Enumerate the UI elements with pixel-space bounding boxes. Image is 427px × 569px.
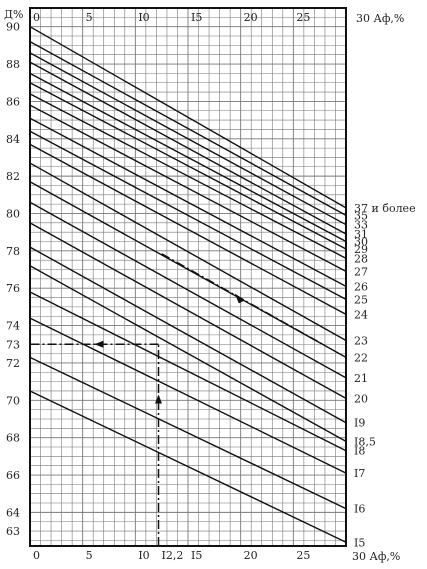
- series-line: [29, 52, 347, 226]
- series-label: 37 и более: [354, 202, 416, 215]
- example-route: [30, 253, 326, 546]
- series-line: [29, 222, 347, 400]
- y-tick-label: 84: [6, 133, 20, 146]
- series-lines: [29, 26, 347, 543]
- y-tick-label: 70: [6, 394, 20, 407]
- y-tick-label: 86: [6, 95, 20, 108]
- series-line: [29, 61, 347, 235]
- x-axis-label-top: 30 Аф,%: [356, 12, 404, 25]
- y-tick-label: 90: [6, 21, 20, 34]
- y-tick-label: 64: [6, 506, 20, 519]
- y-tick-label: 72: [6, 357, 20, 370]
- x-tick-bottom: I2,2: [162, 549, 184, 562]
- series-label: 27: [354, 265, 368, 278]
- x-axis-label-bottom: 30 Аф,%: [352, 550, 400, 563]
- y-tick-label: 66: [6, 469, 20, 482]
- series-label: 22: [354, 351, 368, 364]
- series-label: 31: [354, 228, 368, 241]
- series-label: 23: [354, 335, 368, 348]
- series-line: [29, 143, 347, 315]
- series-label: I8: [354, 445, 365, 458]
- series-label: 33: [354, 219, 368, 232]
- series-line: [29, 26, 347, 209]
- y-tick-label: 76: [6, 282, 20, 295]
- series-line: [29, 82, 347, 250]
- series-line: [29, 117, 347, 287]
- y-tick-label: 68: [6, 432, 20, 445]
- y-tick-label: 78: [6, 245, 20, 258]
- y-tick-label: 80: [6, 207, 20, 220]
- series-label: 25: [354, 293, 368, 306]
- x-tick-bottom: 20: [244, 549, 258, 562]
- x-tick-top: I0: [138, 11, 149, 24]
- y-tick-label: 88: [6, 58, 20, 71]
- y-tick-label: 73: [6, 338, 20, 351]
- route-arrow-up: [155, 394, 163, 404]
- x-tick-top: 20: [244, 11, 258, 24]
- series-line: [29, 181, 347, 358]
- route-arrow-left: [94, 340, 104, 348]
- x-tick-bottom: 0: [33, 549, 40, 562]
- series-line: [29, 291, 347, 452]
- x-tick-bottom: I0: [138, 549, 149, 562]
- series-line: [29, 162, 347, 342]
- series-line: [29, 104, 347, 273]
- x-tick-top: 5: [86, 11, 93, 24]
- series-label: 35: [354, 209, 368, 222]
- tick-labels: 37 и более3533313029282726252423222120I9…: [4, 8, 416, 563]
- y-tick-label: 82: [6, 170, 20, 183]
- y-tick-label: 63: [6, 525, 20, 538]
- route-arrow-down: [234, 293, 245, 304]
- series-label: 29: [354, 243, 368, 256]
- x-tick-bottom: 5: [86, 549, 93, 562]
- series-label: 26: [354, 280, 368, 293]
- x-tick-top: I5: [191, 11, 202, 24]
- y-tick-label: 74: [6, 320, 20, 333]
- x-tick-top: 25: [296, 11, 310, 24]
- series-line: [29, 265, 347, 443]
- x-tick-bottom: I5: [191, 549, 202, 562]
- x-tick-bottom: 25: [296, 549, 310, 562]
- series-label: 24: [354, 308, 368, 321]
- series-line: [29, 201, 347, 379]
- series-line: [29, 356, 347, 510]
- series-label: I9: [354, 417, 365, 430]
- series-label: I7: [354, 467, 365, 480]
- series-line: [29, 246, 347, 424]
- series-label: 21: [354, 372, 368, 385]
- series-line: [29, 72, 347, 243]
- plot-frame: [29, 7, 347, 547]
- series-label: I8,5: [354, 435, 376, 448]
- series-label: I5: [354, 536, 365, 549]
- series-label: I6: [354, 503, 365, 516]
- series-line: [29, 130, 347, 301]
- series-label: 30: [354, 236, 368, 249]
- series-line: [29, 41, 347, 216]
- series-line: [29, 93, 347, 259]
- series-label: 28: [354, 252, 368, 265]
- series-line: [29, 390, 347, 543]
- series-label: 20: [354, 392, 368, 405]
- x-tick-top: 0: [33, 11, 40, 24]
- y-axis-label: Д%: [4, 8, 23, 21]
